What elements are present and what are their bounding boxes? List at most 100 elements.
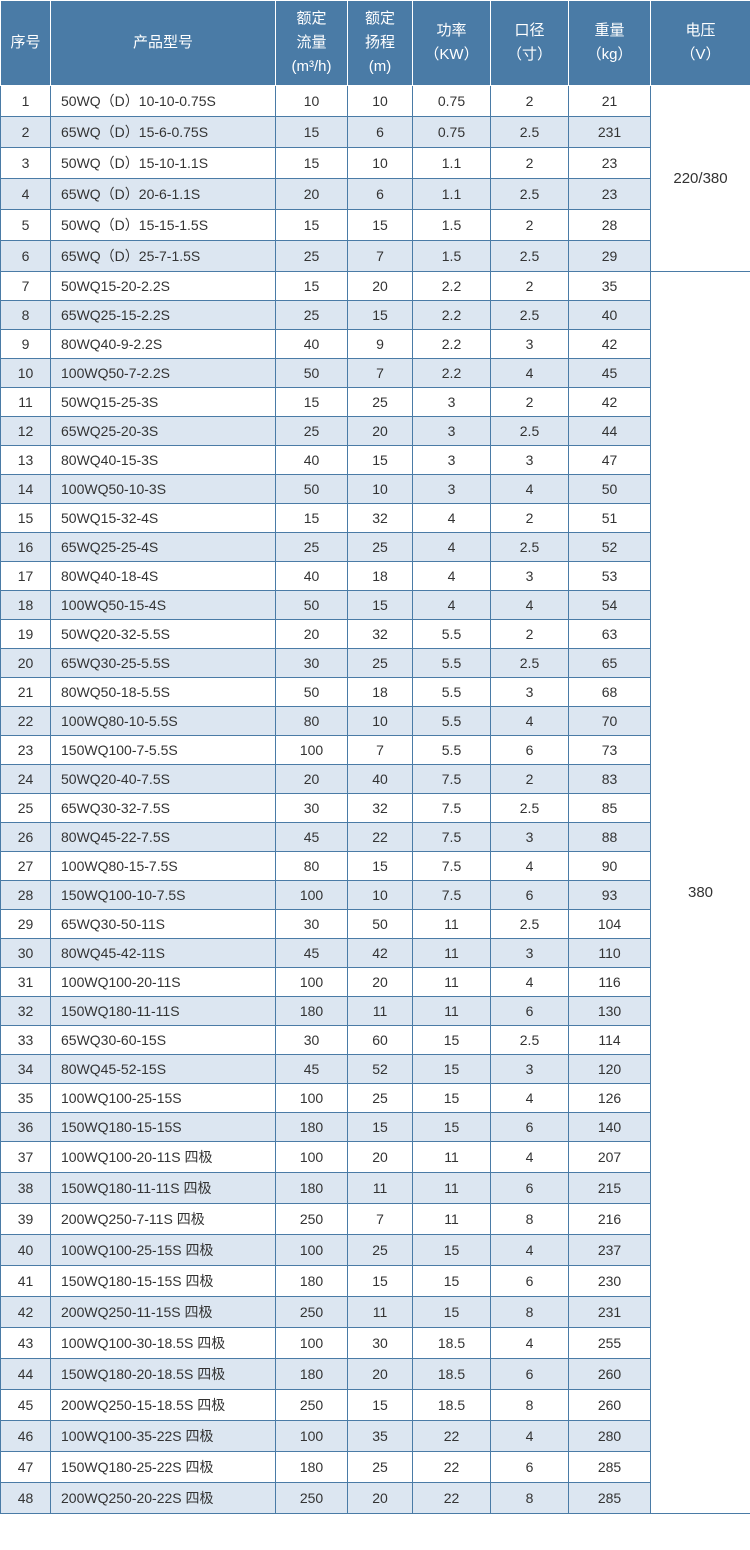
col-header-head: 额定扬程(m) xyxy=(348,1,413,86)
cell-model: 65WQ25-20-3S xyxy=(51,417,276,446)
cell-power: 2.2 xyxy=(413,330,491,359)
cell-head: 52 xyxy=(348,1055,413,1084)
cell-seq: 23 xyxy=(1,736,51,765)
cell-seq: 5 xyxy=(1,210,51,241)
cell-seq: 37 xyxy=(1,1142,51,1173)
cell-weight: 255 xyxy=(569,1328,651,1359)
cell-seq: 44 xyxy=(1,1359,51,1390)
table-row: 2565WQ30-32-7.5S30327.52.585 xyxy=(1,794,750,823)
cell-model: 100WQ100-20-11S xyxy=(51,968,276,997)
cell-weight: 45 xyxy=(569,359,651,388)
cell-seq: 31 xyxy=(1,968,51,997)
cell-diameter: 2 xyxy=(491,148,569,179)
cell-diameter: 3 xyxy=(491,1055,569,1084)
cell-diameter: 2.5 xyxy=(491,910,569,939)
table-row: 3365WQ30-60-15S3060152.5114 xyxy=(1,1026,750,1055)
cell-head: 6 xyxy=(348,117,413,148)
cell-weight: 28 xyxy=(569,210,651,241)
table-row: 22100WQ80-10-5.5S80105.5470 xyxy=(1,707,750,736)
table-row: 465WQ（D）20-6-1.1S2061.12.523 xyxy=(1,179,750,210)
cell-model: 50WQ（D）15-15-1.5S xyxy=(51,210,276,241)
cell-weight: 85 xyxy=(569,794,651,823)
cell-flow: 15 xyxy=(276,504,348,533)
col-header-voltage: 电压（V） xyxy=(651,1,750,86)
cell-power: 7.5 xyxy=(413,765,491,794)
cell-diameter: 6 xyxy=(491,997,569,1026)
cell-seq: 3 xyxy=(1,148,51,179)
cell-weight: 51 xyxy=(569,504,651,533)
cell-weight: 73 xyxy=(569,736,651,765)
cell-head: 15 xyxy=(348,1266,413,1297)
cell-head: 22 xyxy=(348,823,413,852)
table-body: 150WQ（D）10-10-0.75S10100.75221220/380265… xyxy=(1,86,750,1514)
cell-flow: 250 xyxy=(276,1390,348,1421)
cell-head: 40 xyxy=(348,765,413,794)
cell-head: 7 xyxy=(348,1204,413,1235)
cell-flow: 250 xyxy=(276,1297,348,1328)
cell-voltage: 380 xyxy=(651,272,750,1514)
cell-model: 50WQ20-32-5.5S xyxy=(51,620,276,649)
cell-head: 20 xyxy=(348,272,413,301)
cell-diameter: 2 xyxy=(491,765,569,794)
cell-weight: 50 xyxy=(569,475,651,504)
cell-weight: 280 xyxy=(569,1421,651,1452)
cell-seq: 13 xyxy=(1,446,51,475)
cell-seq: 41 xyxy=(1,1266,51,1297)
cell-flow: 100 xyxy=(276,1084,348,1113)
cell-weight: 53 xyxy=(569,562,651,591)
cell-flow: 80 xyxy=(276,707,348,736)
cell-weight: 35 xyxy=(569,272,651,301)
cell-head: 15 xyxy=(348,210,413,241)
cell-head: 20 xyxy=(348,417,413,446)
cell-flow: 180 xyxy=(276,1113,348,1142)
cell-flow: 15 xyxy=(276,388,348,417)
table-row: 27100WQ80-15-7.5S80157.5490 xyxy=(1,852,750,881)
cell-model: 50WQ15-32-4S xyxy=(51,504,276,533)
cell-diameter: 4 xyxy=(491,1142,569,1173)
cell-weight: 23 xyxy=(569,179,651,210)
cell-head: 15 xyxy=(348,591,413,620)
cell-weight: 52 xyxy=(569,533,651,562)
cell-flow: 40 xyxy=(276,330,348,359)
cell-seq: 19 xyxy=(1,620,51,649)
cell-flow: 20 xyxy=(276,765,348,794)
table-row: 35100WQ100-25-15S10025154126 xyxy=(1,1084,750,1113)
cell-power: 18.5 xyxy=(413,1390,491,1421)
cell-diameter: 3 xyxy=(491,823,569,852)
col-header-seq: 序号 xyxy=(1,1,51,86)
cell-diameter: 4 xyxy=(491,852,569,881)
cell-model: 100WQ100-20-11S 四极 xyxy=(51,1142,276,1173)
cell-head: 25 xyxy=(348,533,413,562)
cell-power: 15 xyxy=(413,1055,491,1084)
cell-model: 65WQ（D）15-6-0.75S xyxy=(51,117,276,148)
cell-head: 32 xyxy=(348,504,413,533)
cell-model: 80WQ45-42-11S xyxy=(51,939,276,968)
cell-seq: 7 xyxy=(1,272,51,301)
cell-head: 20 xyxy=(348,968,413,997)
table-row: 550WQ（D）15-15-1.5S15151.5228 xyxy=(1,210,750,241)
cell-weight: 104 xyxy=(569,910,651,939)
cell-head: 15 xyxy=(348,301,413,330)
cell-head: 10 xyxy=(348,86,413,117)
cell-model: 65WQ25-25-4S xyxy=(51,533,276,562)
cell-model: 80WQ45-52-15S xyxy=(51,1055,276,1084)
cell-flow: 100 xyxy=(276,1235,348,1266)
cell-power: 2.2 xyxy=(413,272,491,301)
cell-power: 4 xyxy=(413,591,491,620)
cell-head: 11 xyxy=(348,1173,413,1204)
table-row: 23150WQ100-7-5.5S10075.5673 xyxy=(1,736,750,765)
cell-model: 50WQ（D）15-10-1.1S xyxy=(51,148,276,179)
cell-seq: 27 xyxy=(1,852,51,881)
cell-weight: 260 xyxy=(569,1390,651,1421)
cell-power: 22 xyxy=(413,1421,491,1452)
cell-weight: 54 xyxy=(569,591,651,620)
cell-model: 100WQ100-35-22S 四极 xyxy=(51,1421,276,1452)
cell-flow: 25 xyxy=(276,241,348,272)
cell-diameter: 2 xyxy=(491,504,569,533)
cell-seq: 21 xyxy=(1,678,51,707)
cell-diameter: 2 xyxy=(491,388,569,417)
cell-model: 150WQ100-7-5.5S xyxy=(51,736,276,765)
cell-head: 20 xyxy=(348,1359,413,1390)
cell-flow: 10 xyxy=(276,86,348,117)
cell-diameter: 4 xyxy=(491,1328,569,1359)
